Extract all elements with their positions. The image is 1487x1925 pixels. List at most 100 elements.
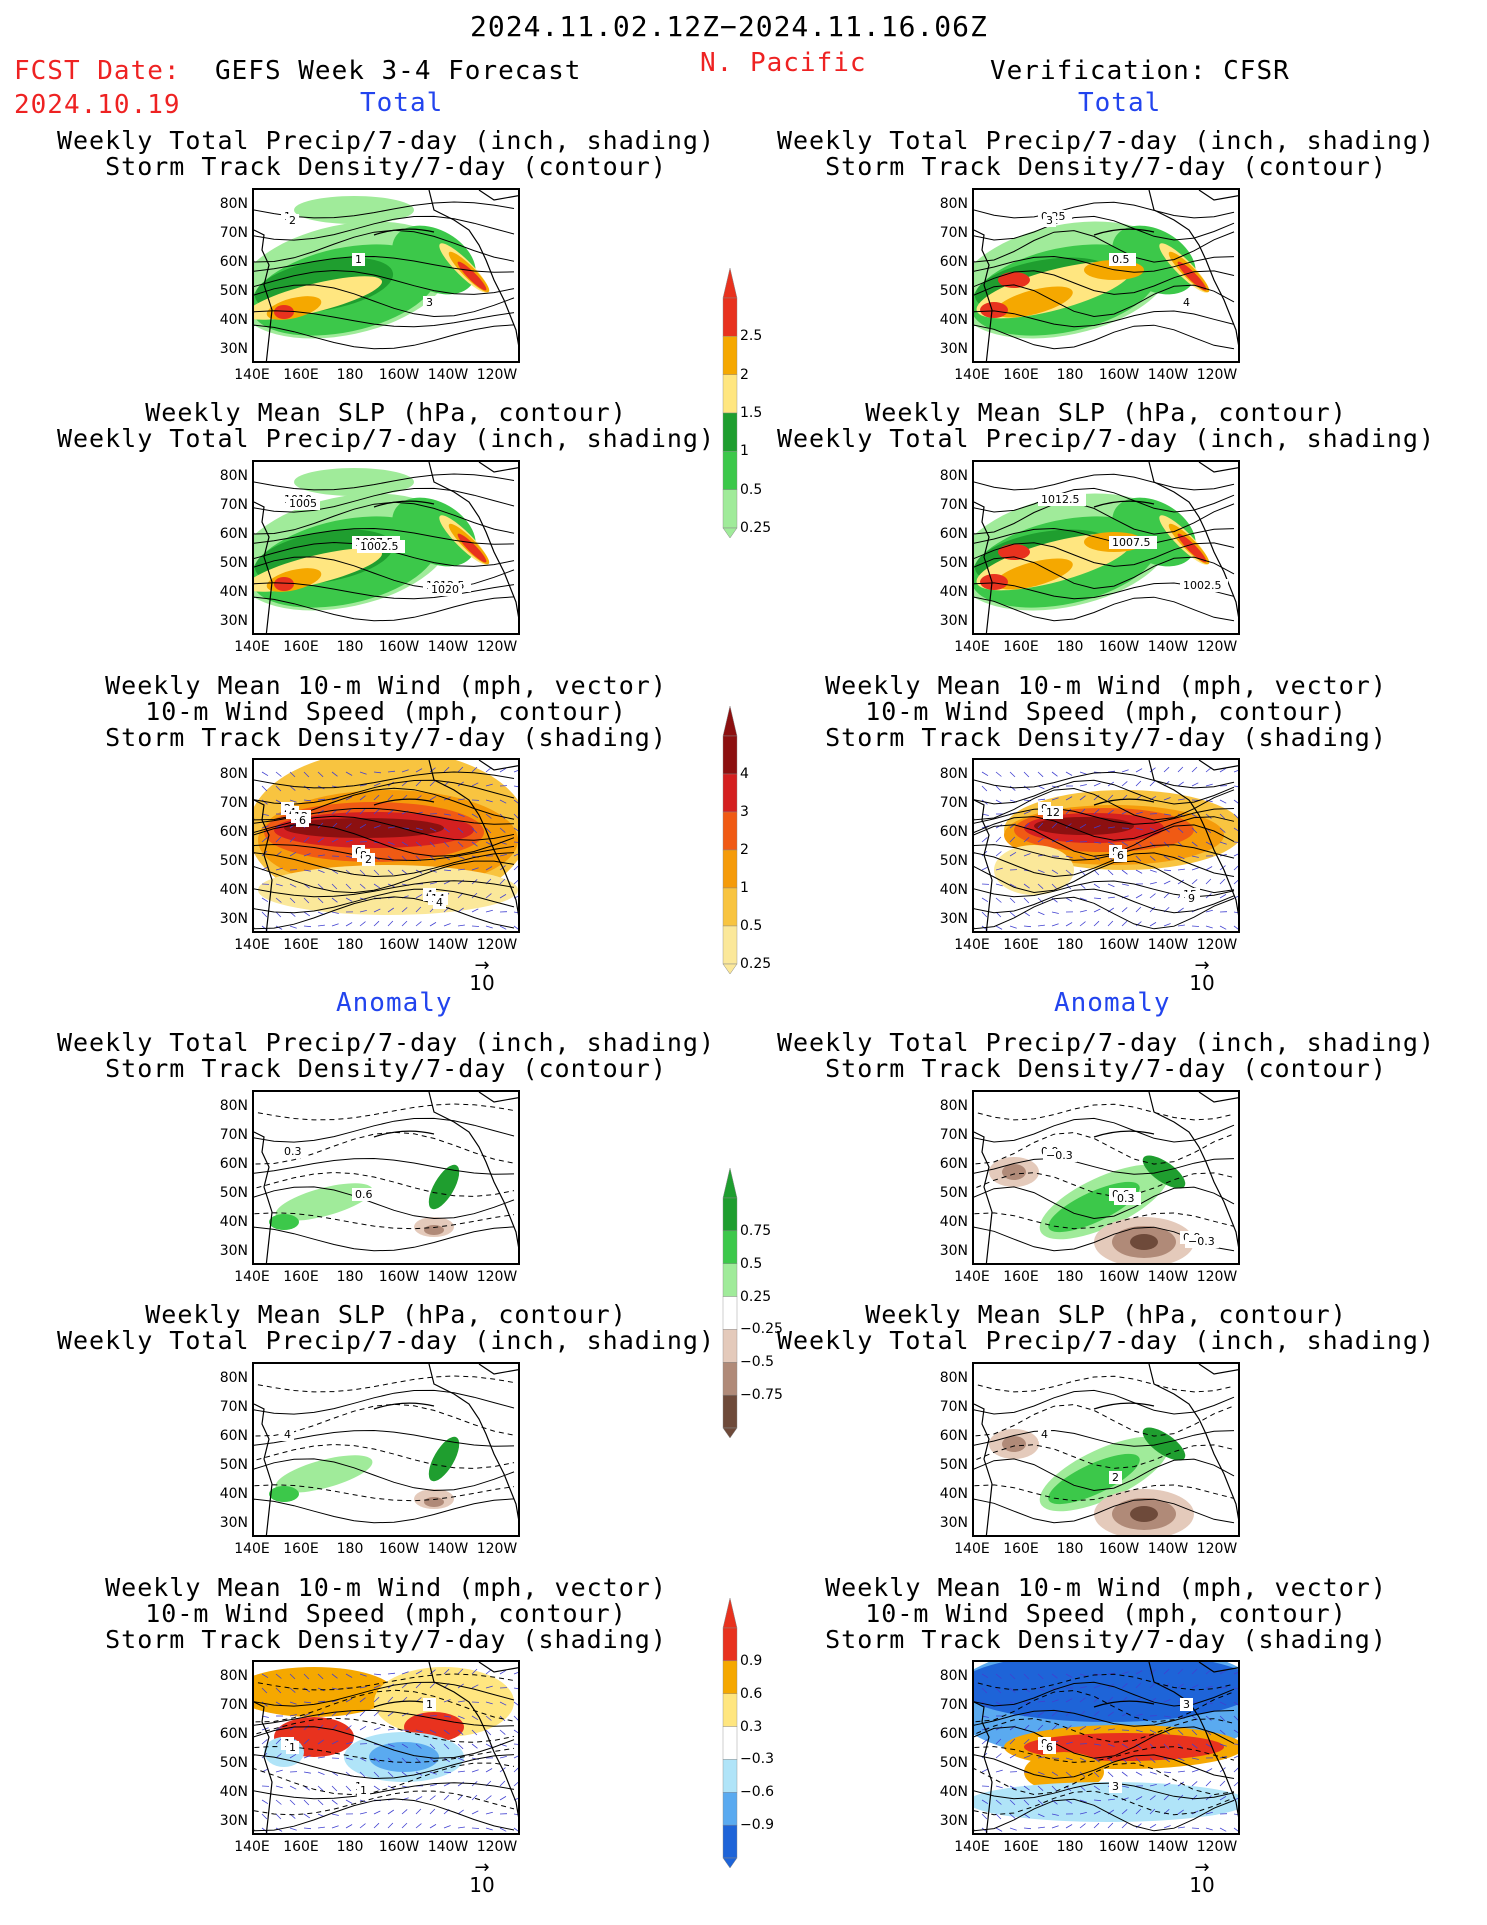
contour-line [974,1484,1235,1502]
wind-vector [373,825,381,829]
wind-vector [303,1813,311,1819]
lat-tick-label: 50N [939,1755,968,1771]
contour-line [254,1681,515,1707]
wind-vector [289,1785,297,1790]
wind-vector [485,1715,492,1721]
contour-label-bg [428,583,462,596]
contour-label: 6 [1046,1741,1053,1754]
contour-line [254,1389,515,1415]
wind-vector [1051,883,1058,890]
wind-vector [1037,1687,1045,1692]
wind-vector [981,866,989,871]
wind-vector [499,1729,506,1735]
coastline [1198,1662,1238,1673]
wind-vector [1093,1771,1100,1778]
colorbar-tick-label: −0.9 [740,1817,774,1834]
wind-vector [317,869,325,873]
wind-vector [995,1813,1002,1820]
arrow-right-icon: → [474,955,490,976]
wind-vector [401,769,409,773]
wind-vector [401,1757,408,1764]
colorbar-tick-label: −0.3 [740,1751,774,1768]
wind-vector [1079,1823,1086,1829]
wind-vector [457,1809,464,1815]
wind-vector [289,1799,296,1806]
contour-line [974,1798,1235,1832]
wind-vector [1037,771,1044,778]
shading-region [457,261,487,291]
wind-vector [331,1799,338,1805]
wind-vector [1233,1755,1238,1759]
wind-vector [429,1669,436,1675]
wind-vector [1121,781,1128,787]
wind-vector [995,1673,1002,1679]
contour-line [254,229,515,263]
coastline [373,1130,435,1138]
colorbar-swatch [722,1660,738,1694]
wind-vector [1051,1711,1058,1717]
contour-line [254,824,515,857]
contour-line [254,860,515,894]
wind-vector [1163,855,1171,861]
arrow-right-icon: → [1194,1857,1210,1878]
wind-vector [303,771,310,778]
wind-vector [1009,1799,1016,1806]
wind-vector [995,867,1003,871]
wind-vector [1009,785,1016,791]
contour-label-bg [1043,214,1056,227]
wind-vector [513,1715,518,1721]
panel-title-line: Weekly Mean SLP (hPa, contour) [865,398,1347,427]
wind-vector [401,781,408,787]
contour-line [974,556,1235,590]
wind-vector [415,841,422,847]
wind-vector [1051,771,1058,777]
coastline [478,462,518,473]
panel-title-line: Storm Track Density/7-day (contour) [105,1054,667,1083]
wind-vector [1163,1699,1171,1703]
wind-vector [317,1700,326,1703]
wind-vector [275,1785,283,1789]
wind-vector [1163,1715,1171,1718]
wind-vector [1037,911,1045,916]
colorbar-swatch [722,849,738,889]
section-total-right: Total [1078,88,1162,118]
wind-vector [1093,1810,1101,1815]
coastline [478,190,518,201]
section-anomaly-right: Anomaly [1054,988,1171,1018]
wind-vector [359,921,366,927]
wind-vector [345,1741,353,1745]
wind-vector [471,1769,479,1773]
panel-title-line: Storm Track Density/7-day (shading) [105,1625,667,1654]
coastline [1093,1130,1155,1138]
wind-vector [345,1710,352,1717]
wind-vector [1037,798,1046,801]
contour-line [974,230,1235,263]
wind-vector [1079,795,1086,801]
contour-line [254,1717,515,1743]
shading-region [294,468,414,496]
wind-vector [457,1668,464,1675]
wind-vector [1205,1811,1213,1815]
wind-vector [1051,1724,1058,1731]
wind-vector [1205,925,1213,929]
lon-tick-label: 160W [1098,1541,1140,1557]
wind-vector [1163,766,1170,773]
wind-vector [1121,1743,1129,1749]
colorbar-swatch [722,1362,738,1396]
wind-vector [359,1686,367,1689]
wind-vector [373,809,380,815]
contour-line [254,284,515,318]
wind-vector [373,908,381,913]
panel-title-line: Weekly Total Precip/7-day (inch, shading… [56,1028,716,1057]
colorbar-swatch [722,1759,738,1793]
wind-vector [1135,906,1142,913]
lon-tick-label: 160W [1098,367,1140,383]
colorbar-storm-track-anomaly [722,1597,752,1869]
colorbar-tick-label: −0.25 [740,1321,783,1338]
lat-tick-label: 30N [939,1243,968,1259]
wind-vector [485,799,493,803]
wind-vector [415,1743,422,1749]
wind-vector [1107,1696,1114,1703]
wind-vector [513,1743,518,1745]
wind-vector [401,1743,409,1749]
